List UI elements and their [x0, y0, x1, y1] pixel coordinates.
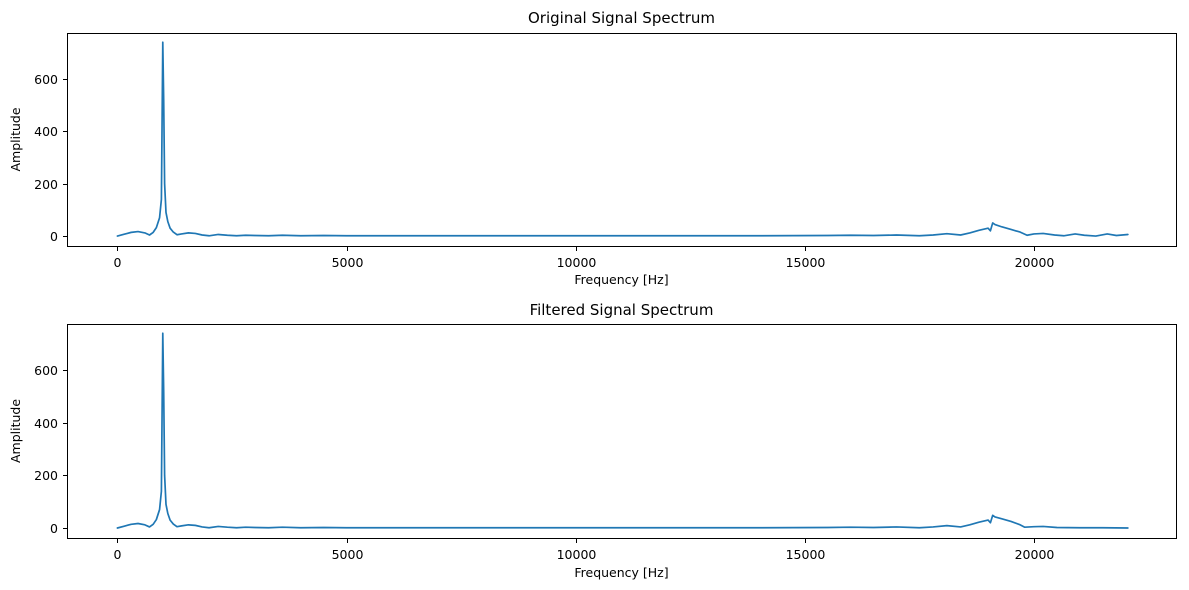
- y-tick-label: 400: [34, 416, 58, 431]
- y-axis-label: Amplitude: [8, 107, 23, 171]
- subplot-original-spectrum: Original Signal Spectrum 0 5000 10000 15000 2…: [8, 9, 1177, 287]
- y-tick-label: 600: [34, 72, 58, 87]
- y-tick-label: 0: [50, 229, 58, 244]
- x-axis-label: Frequency [Hz]: [574, 272, 668, 287]
- x-tick-label: 0: [114, 255, 122, 270]
- x-tick-label: 20000: [1015, 547, 1055, 562]
- chart-title: Original Signal Spectrum: [528, 9, 715, 27]
- x-tick-label: 5000: [332, 547, 364, 562]
- x-tick-label: 10000: [557, 255, 597, 270]
- y-tick-label: 200: [34, 468, 58, 483]
- x-tick-label: 15000: [786, 547, 826, 562]
- x-tick-label: 0: [114, 547, 122, 562]
- y-tick-label: 400: [34, 124, 58, 139]
- axes-frame: [67, 33, 1177, 247]
- x-tick-label: 10000: [557, 547, 597, 562]
- series-line-0: [116, 332, 1129, 529]
- y-axis-label: Amplitude: [8, 399, 23, 463]
- x-tick-label: 20000: [1015, 255, 1055, 270]
- y-tick-label: 0: [50, 521, 58, 536]
- x-axis-label: Frequency [Hz]: [574, 565, 668, 580]
- subplot-filtered-spectrum: Filtered Signal Spectrum 0 5000 10000 15000 2…: [8, 301, 1177, 580]
- y-tick-label: 600: [34, 363, 58, 378]
- series-line-0: [116, 41, 1129, 237]
- x-tick-label: 15000: [786, 255, 826, 270]
- axes-frame: [67, 324, 1177, 539]
- chart-title: Filtered Signal Spectrum: [530, 301, 714, 319]
- x-tick-label: 5000: [332, 255, 364, 270]
- y-tick-label: 200: [34, 177, 58, 192]
